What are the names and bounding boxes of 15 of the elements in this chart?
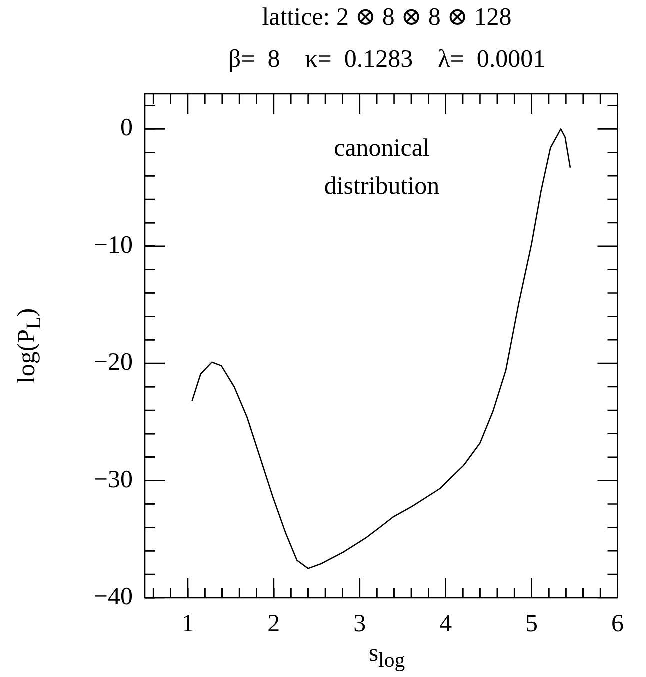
x-tick-label: 3 (354, 610, 366, 638)
y-tick-label: 0 (120, 114, 133, 142)
x-axis-title: s$_{log}$ (368, 640, 406, 673)
chart-title: lattice: 2 ⊗ 8 ⊗ 8 ⊗ 128 (261, 3, 513, 32)
x-tick-label: 6 (612, 610, 624, 638)
y-tick-label: −40 (94, 584, 133, 611)
x-tick-label: 2 (268, 610, 280, 638)
annotation: canonical distribution (324, 134, 440, 202)
x-tick-label: 1 (182, 610, 194, 638)
y-tick-label: −20 (94, 349, 133, 376)
y-tick-label: −10 (94, 232, 133, 259)
x-tick-label: 4 (440, 610, 453, 638)
x-tick-label: 5 (526, 610, 538, 638)
chart-subtitle: β= 8 κ= 0.1283 λ= 0.0001 (227, 46, 547, 74)
y-tick-label: −30 (94, 466, 133, 494)
